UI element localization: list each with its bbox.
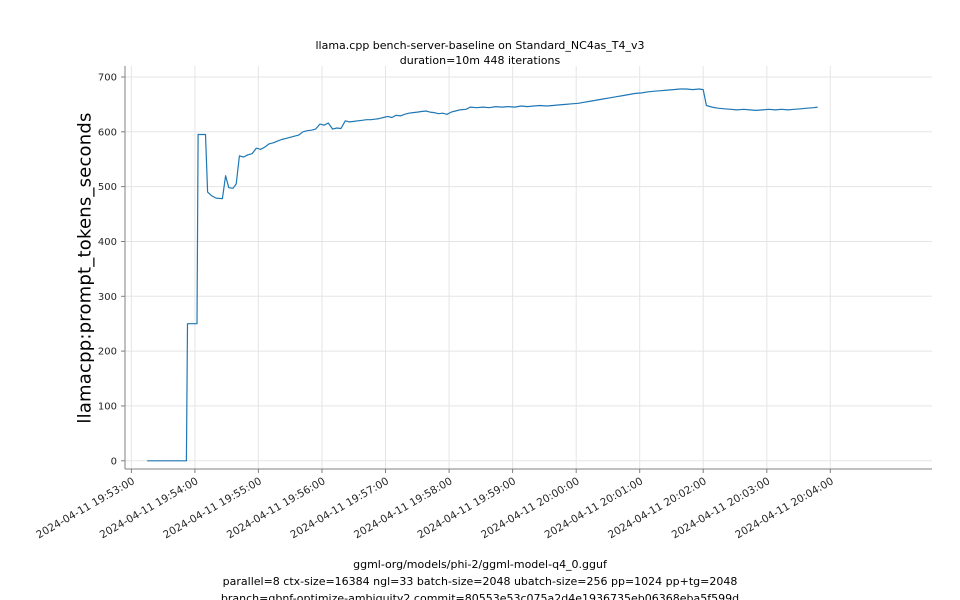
y-tick-label: 0 <box>111 456 117 467</box>
footer-branch-commit: branch=gbnf-optimize-ambiguity2 commit=8… <box>220 592 740 600</box>
y-tick-label: 400 <box>98 237 117 248</box>
chart-footer-block: ggml-org/models/phi-2/ggml-model-q4_0.gg… <box>0 556 960 600</box>
y-tick-label: 200 <box>98 347 117 358</box>
y-tick-label: 700 <box>98 73 117 84</box>
chart-title: llama.cpp bench-server-baseline on Stand… <box>315 39 645 52</box>
footer-bench-params: parallel=8 ctx-size=16384 ngl=33 batch-s… <box>222 575 738 588</box>
y-tick-label: 600 <box>98 127 117 138</box>
footer-model-path: ggml-org/models/phi-2/ggml-model-q4_0.gg… <box>353 558 607 571</box>
x-tick-label: 2024-04-11 19:53:00 <box>34 475 137 541</box>
series-line <box>147 88 818 462</box>
y-tick-label: 100 <box>98 401 117 412</box>
y-tick-label: 300 <box>98 292 117 303</box>
chart-subtitle: duration=10m 448 iterations <box>399 54 561 67</box>
chart-title-block: llama.cpp bench-server-baseline on Stand… <box>0 38 960 68</box>
y-tick-label: 500 <box>98 182 117 193</box>
